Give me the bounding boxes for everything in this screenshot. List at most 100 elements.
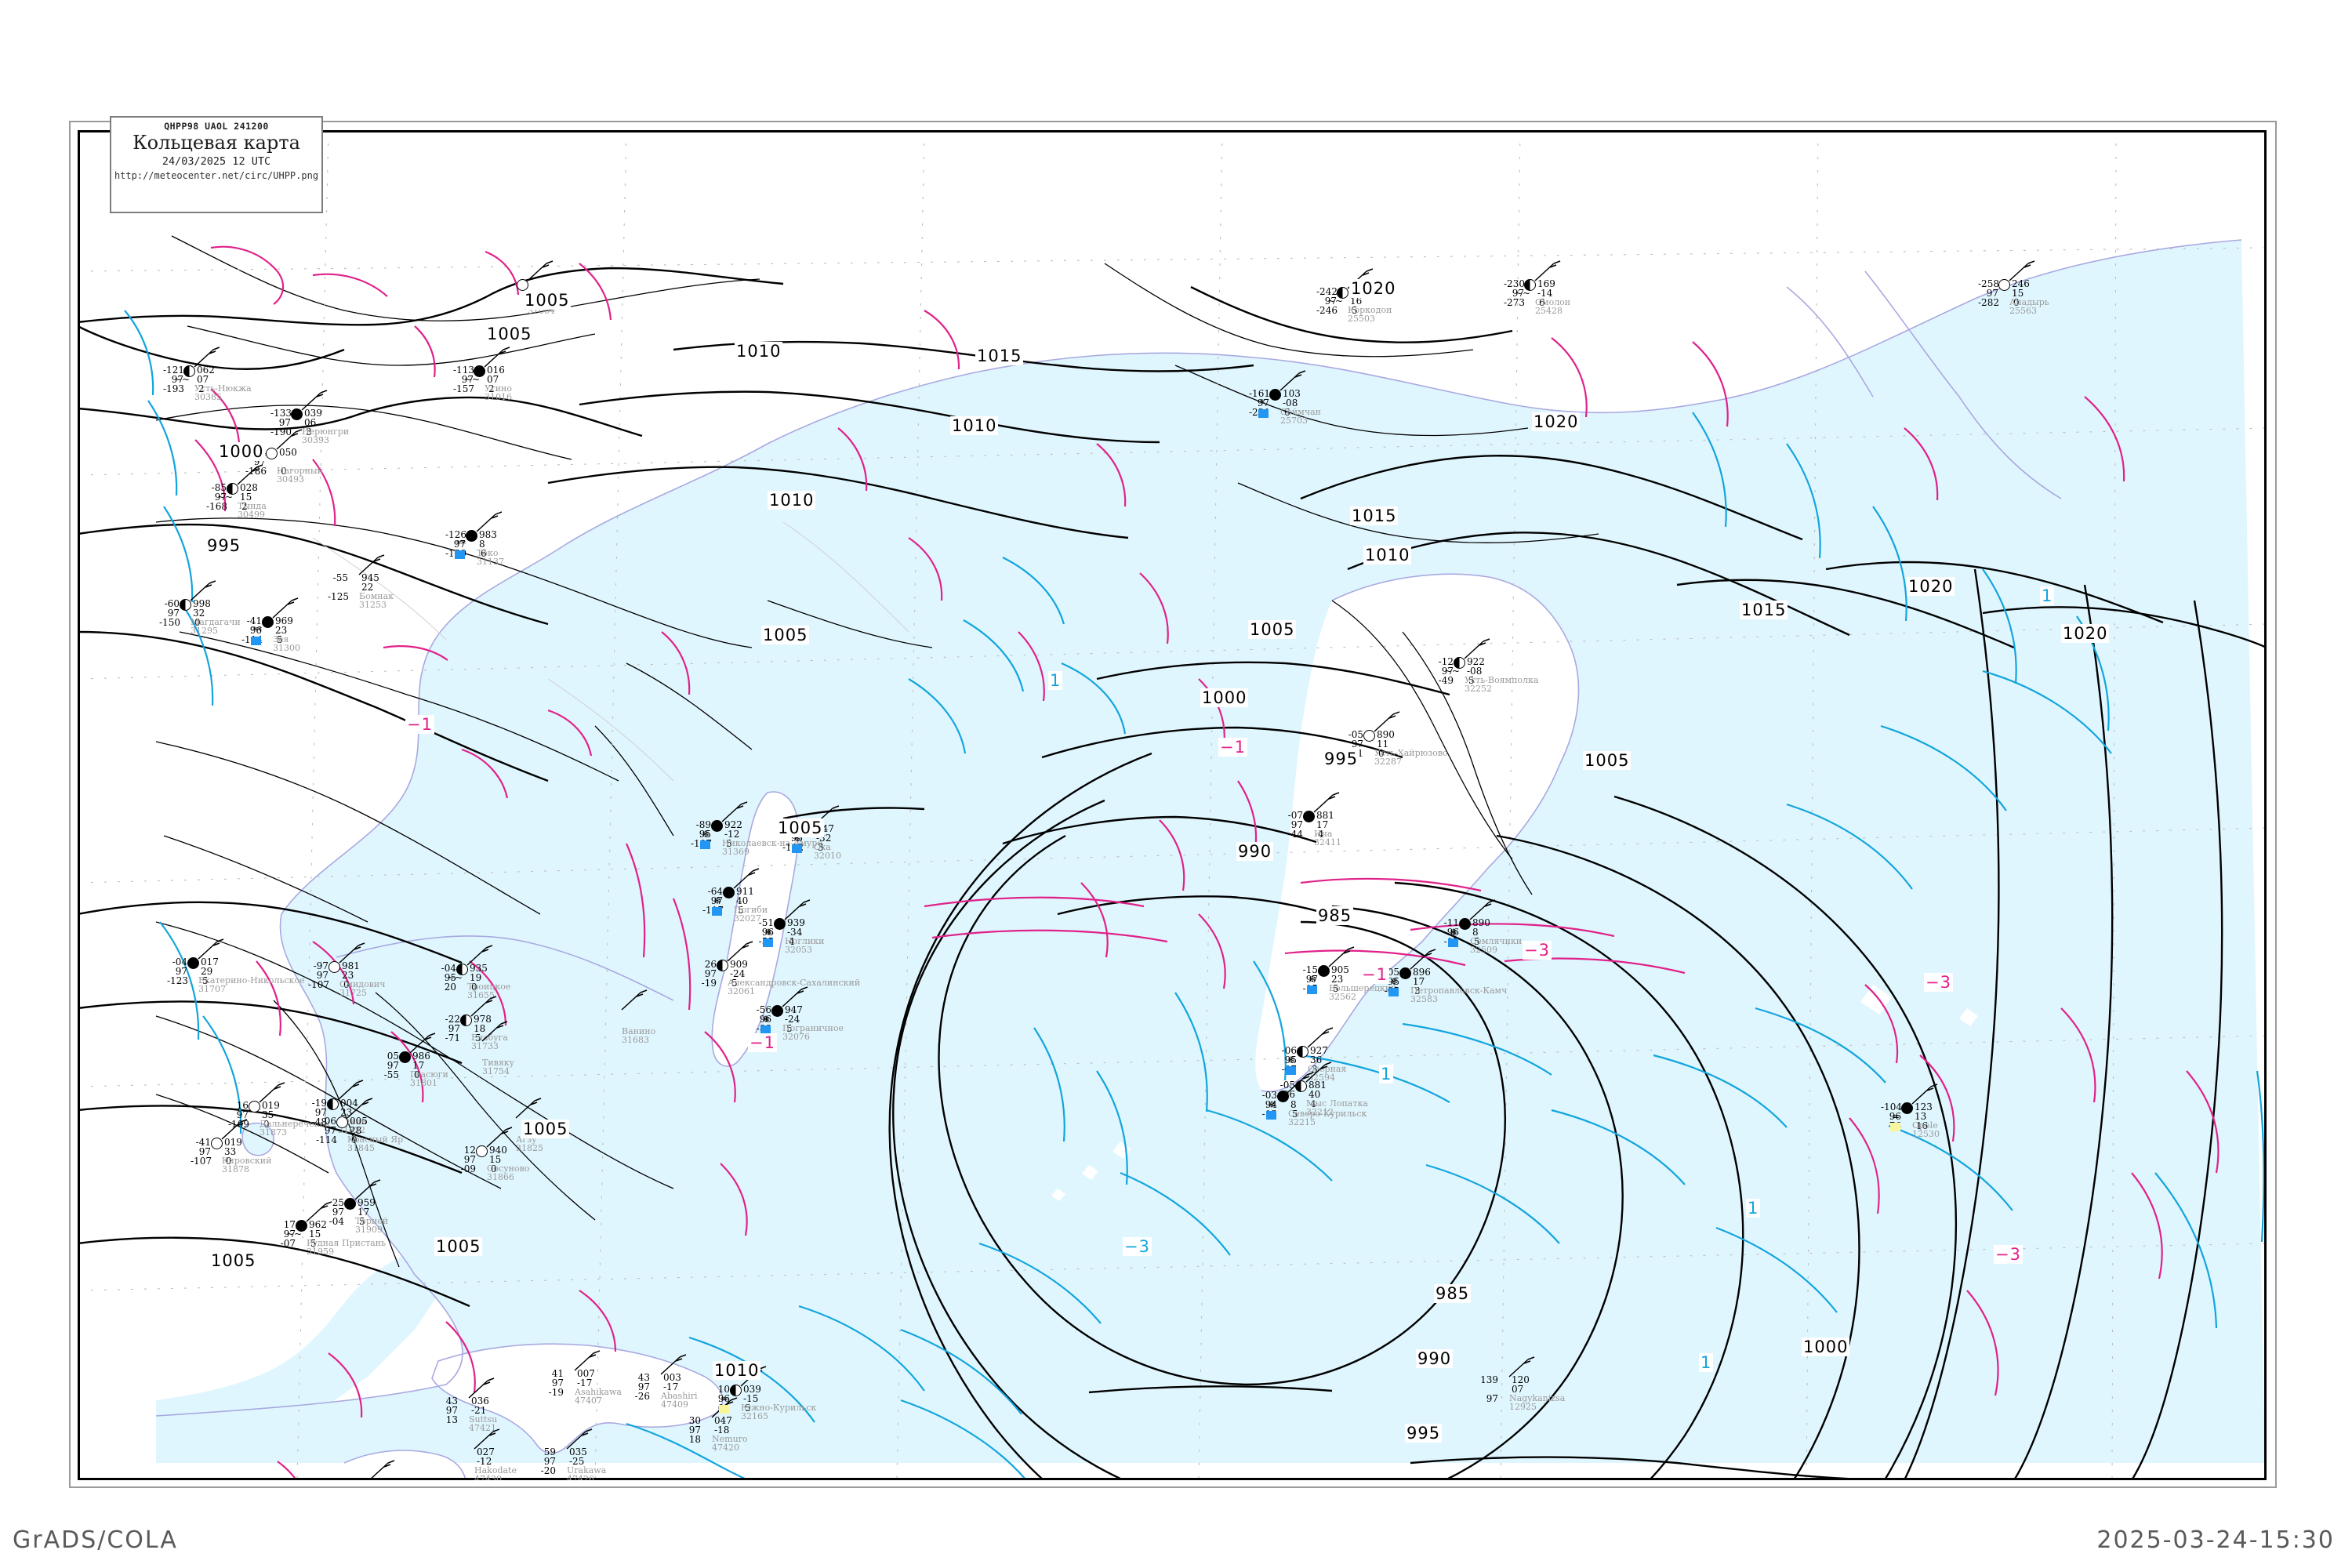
station-temperature: 05	[387, 1051, 399, 1062]
station-pressure-tendency: 29	[201, 966, 213, 977]
station-id: 32287	[1374, 757, 1402, 767]
sky-cover-icon	[1297, 1046, 1308, 1058]
station-id: 31300	[273, 643, 300, 653]
station-id: 30393	[302, 435, 329, 445]
station-temperature: -51	[758, 917, 774, 928]
sky-cover-icon	[296, 1220, 307, 1232]
station-name-label: Abashiri 47409	[661, 1392, 698, 1409]
isallobar-label: 1	[2040, 586, 2055, 605]
sky-cover-icon	[344, 1198, 356, 1210]
station-temperature: -121	[163, 365, 184, 376]
station-pressure: 978	[474, 1014, 492, 1025]
sky-cover-icon	[327, 1098, 339, 1110]
station-pressure: 998	[193, 598, 211, 609]
station-id: 30499	[238, 510, 265, 520]
station-cloud-amount: 0	[226, 1156, 232, 1167]
station-pressure-tendency: 15	[309, 1229, 321, 1240]
station-name-label: Усть-Хайрюзово 32287	[1374, 749, 1448, 766]
station-name-label: Токо 31137	[477, 549, 504, 566]
station-pressure-tendency: -17	[663, 1381, 679, 1392]
station-cloud-amount: 5	[475, 1033, 481, 1044]
station-pressure-tendency: -08	[1467, 666, 1483, 677]
station-id: 31733	[471, 1041, 499, 1051]
station-humidity: 95	[1387, 976, 1399, 987]
wind-barb-icon	[2009, 260, 2035, 281]
station-id: 31754	[482, 1066, 510, 1076]
station-pressure: 039	[743, 1384, 761, 1395]
isobar-label: 1005	[209, 1251, 258, 1270]
station-weather-symbol: ~~	[464, 374, 481, 385]
station-id: 31655	[467, 990, 495, 1000]
station-humidity: 97	[1305, 974, 1318, 985]
station-id: 32562	[1329, 992, 1356, 1002]
wind-barb-icon	[237, 464, 263, 485]
station-temperature: -22	[445, 1014, 460, 1025]
station-cloud-amount: 5	[745, 1403, 751, 1414]
station-cloud-amount: 5	[731, 978, 738, 989]
station-pressure: 017	[201, 956, 219, 967]
station-temperature: 16	[236, 1100, 249, 1111]
station-cloud-amount: 5	[1468, 675, 1475, 686]
station-dewpoint: -26	[634, 1391, 650, 1402]
isallobar-label: −1	[1218, 738, 1247, 757]
station-weather-symbol: ❄	[764, 927, 773, 938]
station-name: Opole	[1912, 1120, 1938, 1131]
station-id: 12530	[1912, 1129, 1940, 1139]
station-dewpoint: -246	[1316, 305, 1338, 316]
station-name-label: Hakodate 47430	[474, 1466, 517, 1480]
station-name-label: Зея 31300	[273, 635, 300, 652]
isallobar-label: −1	[405, 715, 434, 734]
station-temperature: -07	[1287, 810, 1303, 821]
sky-cover-icon	[1454, 657, 1465, 669]
station-cloud-amount: 4	[1318, 829, 1324, 840]
station-id: 31683	[622, 1035, 649, 1045]
sky-cover-icon	[336, 1116, 348, 1128]
station-name-label: Urakawa 47426	[567, 1466, 606, 1480]
map-plot-area[interactable]: 1005 1005 1015 1020 1020 1015 1010 1010 1015 1020…	[78, 130, 2267, 1480]
station-pressure-tendency: 23	[1331, 974, 1344, 985]
station-pressure-tendency: 13	[1915, 1111, 1927, 1122]
isobar-label: 1015	[1740, 601, 1788, 619]
station-cloud-amount: 4	[1310, 1098, 1316, 1109]
wind-barb-icon	[515, 1098, 542, 1119]
isobar-label: 1010	[735, 342, 783, 361]
station-pressure-tendency: 07	[1512, 1384, 1524, 1395]
wind-barb-icon	[574, 1350, 601, 1371]
station-dewpoint: -20	[540, 1465, 556, 1476]
chart-title: Кольцевая карта	[132, 132, 300, 154]
station-id: 31801	[410, 1078, 437, 1088]
station-pressure: 940	[489, 1145, 507, 1156]
station-cloud-amount: 6	[481, 548, 487, 559]
sky-cover-icon	[1399, 967, 1411, 979]
station-humidity: 97	[551, 1377, 564, 1388]
sky-cover-icon	[1998, 279, 2010, 291]
station-id: 31016	[485, 392, 512, 402]
station-id: 32252	[1465, 684, 1492, 694]
station-name-label: Мыс Лопатка 32212	[1306, 1099, 1368, 1116]
station-cloud-amount: 5	[202, 975, 209, 986]
isobar-label: 1010	[1363, 546, 1412, 564]
station-name: Мыс Лопатка	[1306, 1098, 1368, 1109]
station-humidity: 97	[1351, 739, 1363, 750]
station-humidity: 96	[249, 625, 262, 636]
station-name: Ванино	[622, 1026, 656, 1036]
station-name: Тивяку	[482, 1058, 515, 1068]
isobar-label: 1015	[1350, 506, 1399, 525]
station-id: 31295	[191, 626, 218, 636]
graticule	[78, 130, 2267, 1480]
wind-barb-icon	[1305, 1062, 1332, 1083]
station-name: Suttsu	[469, 1414, 498, 1425]
station-temperature: 41	[551, 1368, 564, 1379]
station-name: Петропавловск-Камч	[1410, 985, 1508, 996]
station-name: Asahikawa	[575, 1387, 622, 1397]
station-humidity: 97	[1441, 666, 1454, 677]
station-pressure: 004	[340, 1098, 358, 1109]
station-pressure-tendency: 40	[1308, 1089, 1321, 1100]
station-name-label: Александровск-Сахалинский 32061	[728, 978, 860, 996]
isobar-label: 995	[205, 536, 243, 555]
station-pressure-tendency: -12	[724, 829, 740, 840]
station-cloud-amount: 5	[726, 838, 732, 849]
station-name: Троицкое	[467, 982, 511, 992]
wind-barb-icon	[198, 938, 224, 960]
station-humidity: 95	[444, 972, 456, 983]
